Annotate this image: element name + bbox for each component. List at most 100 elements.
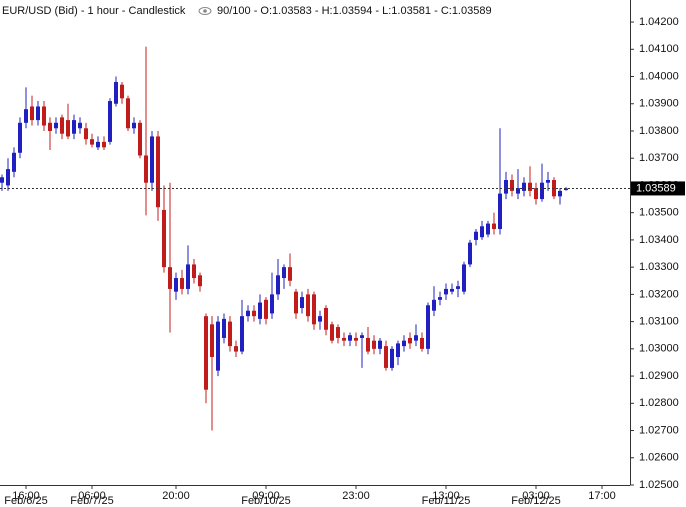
candle-body	[168, 267, 172, 289]
x-tick-label: 20:00	[162, 490, 190, 502]
candle-body	[90, 139, 94, 145]
candle-body	[0, 177, 4, 183]
candle-body	[282, 267, 286, 279]
candle-body	[48, 122, 52, 131]
candle-body	[528, 182, 532, 191]
y-tick-label: 1.03500	[639, 207, 679, 219]
candle-body	[294, 291, 298, 314]
candle-body	[426, 305, 430, 349]
candle-body	[72, 120, 76, 134]
candle-body	[438, 297, 442, 300]
y-tick-label: 1.03100	[639, 316, 679, 328]
candle-body	[96, 141, 100, 148]
candle-body	[450, 288, 454, 292]
candle-body	[264, 299, 268, 319]
candle-body	[480, 226, 484, 238]
y-tick-label: 1.04100	[639, 43, 679, 55]
x-tick-label: 06:00	[78, 490, 106, 502]
candle-body	[228, 321, 232, 347]
last-price-box	[631, 181, 685, 196]
candle-body	[246, 310, 250, 317]
candle-body	[540, 182, 544, 200]
candle-body	[312, 294, 316, 325]
x-tick-label: 17:00	[588, 490, 616, 502]
candle-body	[36, 106, 40, 121]
candle-body	[120, 84, 124, 99]
candle-body	[366, 337, 370, 352]
candle-body	[198, 275, 202, 287]
candle-body	[492, 223, 496, 230]
candle-body	[546, 180, 550, 183]
candle-body	[414, 335, 418, 341]
candle-body	[300, 297, 304, 308]
x-date-label: Feb/6/25	[4, 495, 47, 507]
candle-body	[474, 231, 478, 240]
candle-body	[384, 346, 388, 368]
eye-icon[interactable]	[198, 7, 212, 15]
candle-body	[330, 324, 334, 341]
candle-body	[324, 307, 328, 330]
candle-body	[564, 188, 568, 191]
candle-body	[84, 128, 88, 140]
x-tick-label: 16:00	[12, 490, 40, 502]
candle-body	[420, 337, 424, 349]
candle-body	[396, 343, 400, 358]
candle-body	[42, 106, 46, 126]
candle-body	[222, 318, 226, 338]
candle-body	[348, 335, 352, 341]
y-tick-label: 1.04000	[639, 70, 679, 82]
last-price-label: 1.03589	[636, 182, 676, 194]
y-tick-label: 1.02900	[639, 370, 679, 382]
y-tick-label: 1.03900	[639, 98, 679, 110]
candle-body	[126, 98, 130, 129]
candle-body	[210, 324, 214, 358]
candle-body	[288, 267, 292, 281]
candle-body	[318, 316, 322, 322]
x-tick-label: 09:00	[252, 490, 280, 502]
candle-body	[534, 188, 538, 200]
candle-body	[498, 193, 502, 230]
candle-body	[12, 152, 16, 172]
x-tick-label: 03:00	[522, 490, 550, 502]
y-tick-label: 1.03800	[639, 125, 679, 137]
y-tick-label: 1.04200	[639, 16, 679, 28]
candle-body	[138, 122, 142, 156]
candle-body	[108, 101, 112, 142]
candle-body	[486, 223, 490, 235]
candle-body	[270, 294, 274, 314]
candle-body	[102, 141, 106, 148]
x-date-label: Feb/11/25	[422, 495, 471, 507]
candle-body	[144, 155, 148, 183]
candle-body	[444, 288, 448, 295]
candle-body	[114, 81, 118, 104]
candle-body	[462, 264, 466, 292]
candle-body	[504, 180, 508, 194]
candle-body	[468, 242, 472, 265]
x-date-label: Feb/7/25	[70, 495, 113, 507]
candle-body	[186, 264, 190, 289]
x-tick-label: 13:00	[432, 490, 460, 502]
x-date-label: Feb/10/25	[241, 495, 291, 507]
candle-body	[204, 316, 208, 390]
candle-body	[336, 327, 340, 338]
candle-body	[258, 302, 262, 319]
candle-body	[6, 169, 10, 186]
candle-body	[192, 264, 196, 279]
candle-body	[306, 294, 310, 317]
candle-body	[156, 136, 160, 208]
candle-body	[150, 136, 154, 183]
candle-body	[456, 286, 460, 289]
chart-title: EUR/USD (Bid) - 1 hour - Candlestick	[2, 5, 186, 17]
x-tick-label: 23:00	[342, 490, 370, 502]
candle-body	[372, 340, 376, 349]
candle-body	[516, 188, 520, 194]
y-tick-label: 1.03400	[639, 234, 679, 246]
legend-text: 90/100 - O:1.03583 - H:1.03594 - L:1.035…	[217, 5, 492, 17]
eye-outline	[198, 7, 212, 15]
candle-body	[354, 337, 358, 341]
candle-body	[60, 117, 64, 134]
y-tick-label: 1.03000	[639, 343, 679, 355]
candle-body	[402, 340, 406, 347]
candle-body	[54, 122, 58, 129]
